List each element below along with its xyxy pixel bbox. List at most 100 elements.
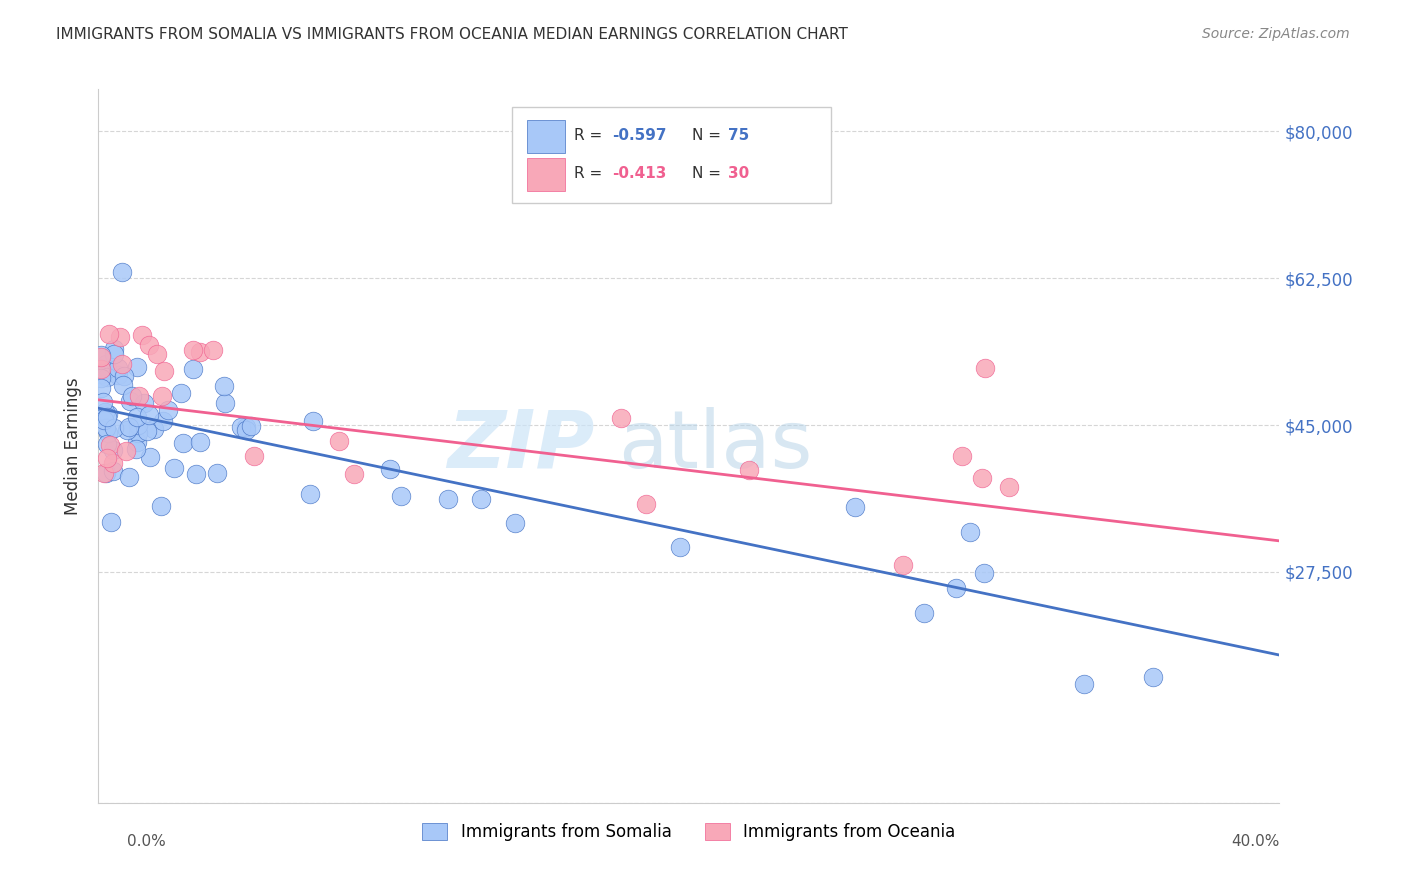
Point bbox=[235, 423, 257, 437]
Point bbox=[229, 420, 252, 434]
Point bbox=[125, 410, 148, 425]
Point bbox=[299, 487, 322, 501]
Point bbox=[138, 337, 160, 351]
Point bbox=[214, 396, 236, 410]
Point bbox=[138, 408, 160, 422]
Point bbox=[118, 470, 141, 484]
Point bbox=[131, 327, 153, 342]
FancyBboxPatch shape bbox=[527, 120, 565, 153]
Point bbox=[107, 368, 129, 382]
Point bbox=[125, 442, 148, 457]
Point bbox=[115, 444, 138, 458]
Point bbox=[134, 396, 156, 410]
Text: N =: N = bbox=[693, 128, 727, 143]
Point bbox=[90, 351, 112, 365]
Point bbox=[188, 434, 211, 449]
Point bbox=[891, 558, 914, 572]
Point bbox=[970, 471, 993, 485]
Text: ZIP: ZIP bbox=[447, 407, 595, 485]
Text: -0.597: -0.597 bbox=[612, 128, 666, 143]
Point bbox=[112, 368, 135, 383]
Point bbox=[111, 378, 134, 392]
FancyBboxPatch shape bbox=[512, 107, 831, 203]
Point bbox=[183, 362, 205, 376]
Point bbox=[505, 516, 527, 530]
Text: R =: R = bbox=[575, 128, 607, 143]
Point bbox=[153, 364, 176, 378]
Point bbox=[636, 497, 658, 511]
Point bbox=[117, 423, 139, 437]
Point bbox=[90, 348, 112, 362]
Point bbox=[93, 466, 115, 480]
Point bbox=[127, 359, 149, 374]
Point bbox=[103, 347, 125, 361]
Point bbox=[668, 541, 690, 555]
Point bbox=[108, 330, 131, 344]
Point bbox=[959, 525, 981, 540]
Y-axis label: Median Earnings: Median Earnings bbox=[65, 377, 83, 515]
Point bbox=[127, 426, 149, 441]
Point bbox=[96, 409, 118, 424]
Point bbox=[389, 488, 412, 502]
Point bbox=[328, 434, 350, 448]
Text: atlas: atlas bbox=[619, 407, 813, 485]
Point bbox=[157, 402, 180, 417]
Text: 75: 75 bbox=[728, 128, 749, 143]
Point bbox=[150, 500, 173, 514]
Point bbox=[945, 581, 967, 595]
Point bbox=[205, 466, 228, 480]
Point bbox=[100, 516, 122, 530]
Text: IMMIGRANTS FROM SOMALIA VS IMMIGRANTS FROM OCEANIA MEDIAN EARNINGS CORRELATION C: IMMIGRANTS FROM SOMALIA VS IMMIGRANTS FR… bbox=[56, 27, 848, 42]
Point bbox=[973, 566, 995, 581]
Text: Source: ZipAtlas.com: Source: ZipAtlas.com bbox=[1202, 27, 1350, 41]
Point bbox=[181, 343, 204, 358]
Point bbox=[101, 464, 124, 478]
Point bbox=[242, 449, 264, 463]
Point bbox=[145, 347, 167, 361]
Point bbox=[343, 467, 366, 481]
Point bbox=[121, 389, 143, 403]
Point bbox=[136, 425, 159, 439]
Point bbox=[212, 379, 235, 393]
Point bbox=[103, 421, 125, 435]
Point bbox=[98, 327, 121, 342]
Point bbox=[184, 467, 207, 481]
Point bbox=[94, 405, 117, 419]
Point bbox=[118, 393, 141, 408]
Point bbox=[98, 438, 121, 452]
Point bbox=[93, 413, 115, 427]
Point bbox=[94, 357, 117, 371]
Point bbox=[150, 389, 173, 403]
Text: 30: 30 bbox=[728, 166, 749, 181]
Point bbox=[973, 361, 995, 376]
Point bbox=[97, 407, 120, 421]
Point bbox=[302, 414, 325, 428]
Point bbox=[128, 389, 150, 403]
Point bbox=[101, 442, 124, 457]
Point bbox=[152, 414, 174, 428]
Text: 0.0%: 0.0% bbox=[127, 834, 166, 849]
Point bbox=[437, 492, 460, 507]
Point bbox=[188, 345, 211, 359]
Point bbox=[163, 460, 186, 475]
Point bbox=[172, 436, 194, 450]
Point bbox=[111, 357, 134, 371]
Point bbox=[96, 369, 118, 384]
Point bbox=[101, 456, 124, 470]
Point bbox=[90, 381, 112, 395]
Point bbox=[380, 462, 402, 476]
Point bbox=[90, 362, 112, 376]
Point bbox=[950, 449, 973, 463]
Legend: Immigrants from Somalia, Immigrants from Oceania: Immigrants from Somalia, Immigrants from… bbox=[416, 816, 962, 848]
Point bbox=[127, 418, 149, 433]
FancyBboxPatch shape bbox=[527, 158, 565, 191]
Point bbox=[96, 436, 118, 450]
Point bbox=[90, 370, 112, 384]
Point bbox=[143, 421, 166, 435]
Point bbox=[470, 492, 492, 507]
Point bbox=[139, 450, 162, 464]
Point bbox=[96, 362, 118, 376]
Point bbox=[912, 607, 935, 621]
Point bbox=[94, 466, 117, 480]
Text: R =: R = bbox=[575, 166, 607, 181]
